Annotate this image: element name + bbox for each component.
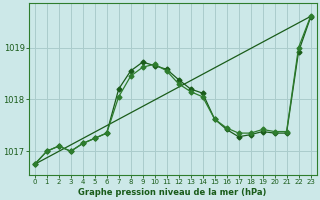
X-axis label: Graphe pression niveau de la mer (hPa): Graphe pression niveau de la mer (hPa): [78, 188, 267, 197]
